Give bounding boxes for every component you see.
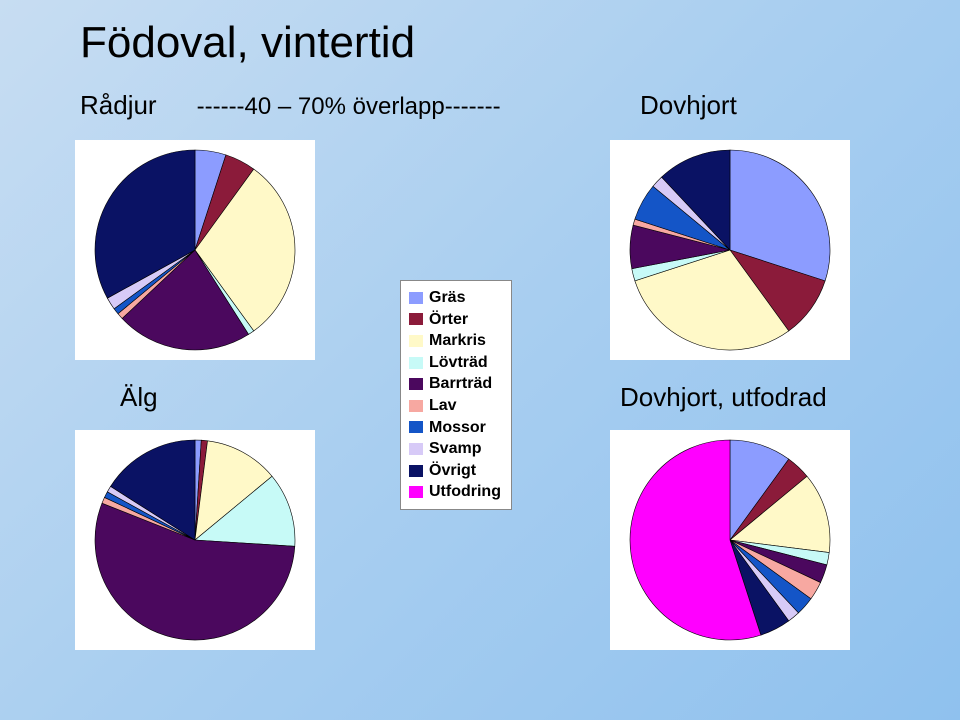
pie-dovhjort: [610, 140, 850, 360]
subtitle-left: Rådjur: [80, 90, 157, 121]
legend-swatch: [409, 400, 423, 412]
legend-swatch: [409, 335, 423, 347]
legend-label: Utfodring: [429, 481, 501, 503]
subtitle-middle: ------40 – 70% överlapp-------: [197, 93, 501, 121]
legend-label: Övrigt: [429, 460, 476, 482]
legend-item-lav: Lav: [409, 395, 501, 417]
legend-label: Mossor: [429, 417, 486, 439]
legend-item-utfodring: Utfodring: [409, 481, 501, 503]
legend-item-barrträd: Barrträd: [409, 373, 501, 395]
legend-swatch: [409, 292, 423, 304]
legend-item-mossor: Mossor: [409, 417, 501, 439]
label-dovhjort-utfodrad: Dovhjort, utfodrad: [620, 382, 827, 413]
pie-radjur: [75, 140, 315, 360]
legend-label: Gräs: [429, 287, 465, 309]
pie-dovhjort-utfodrad: [610, 430, 850, 650]
legend-swatch: [409, 486, 423, 498]
legend-item-lövträd: Lövträd: [409, 352, 501, 374]
legend-label: Lav: [429, 395, 457, 417]
legend-item-övrigt: Övrigt: [409, 460, 501, 482]
legend-label: Örter: [429, 309, 468, 331]
legend-swatch: [409, 421, 423, 433]
pie-alg: [75, 430, 315, 650]
legend-item-gräs: Gräs: [409, 287, 501, 309]
page-title: Födoval, vintertid: [80, 18, 415, 68]
legend-swatch: [409, 357, 423, 369]
legend-label: Markris: [429, 330, 486, 352]
legend-item-markris: Markris: [409, 330, 501, 352]
legend: GräsÖrterMarkrisLövträdBarrträdLavMossor…: [400, 280, 512, 510]
legend-swatch: [409, 443, 423, 455]
subtitle-row: Rådjur ------40 – 70% överlapp-------: [80, 90, 900, 121]
label-alg: Älg: [120, 382, 158, 413]
legend-label: Lövträd: [429, 352, 488, 374]
legend-label: Barrträd: [429, 373, 492, 395]
legend-item-örter: Örter: [409, 309, 501, 331]
legend-label: Svamp: [429, 438, 481, 460]
subtitle-right: Dovhjort: [640, 90, 737, 121]
legend-swatch: [409, 378, 423, 390]
legend-item-svamp: Svamp: [409, 438, 501, 460]
legend-swatch: [409, 465, 423, 477]
legend-swatch: [409, 313, 423, 325]
